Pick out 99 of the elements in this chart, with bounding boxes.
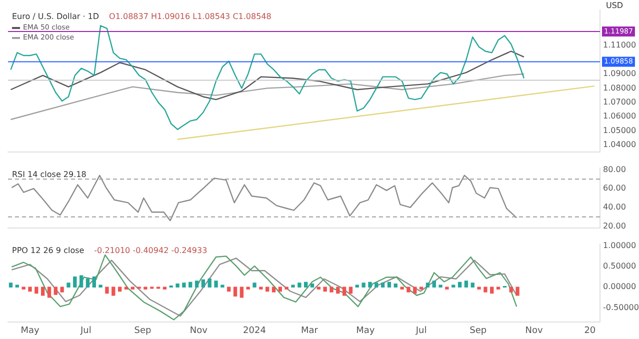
chart-subtitle: -0.21010 -0.40942 -0.24933 (94, 246, 208, 255)
x-tick-label: May (20, 326, 40, 336)
y-tick-label: 60.00 (603, 184, 626, 193)
x-tick-label: Sep (470, 326, 487, 336)
bar (438, 284, 442, 288)
y-tick-label: 1.06000 (603, 112, 636, 121)
bar (458, 282, 462, 288)
bar (47, 286, 52, 298)
bar (34, 286, 38, 294)
bar (413, 286, 417, 294)
bar (73, 276, 77, 288)
bar (98, 284, 102, 288)
bar (86, 278, 90, 288)
y-tick-label: 1.07000 (603, 98, 636, 107)
bar (79, 275, 84, 288)
x-tick-label: Sep (134, 326, 152, 336)
bar (252, 282, 256, 288)
bar (323, 286, 327, 292)
bar (40, 286, 45, 296)
bar (22, 286, 26, 290)
bar (374, 282, 378, 288)
bar (8, 282, 13, 288)
bar (278, 286, 282, 292)
x-tick-label: Jul (79, 326, 92, 336)
chart-title: PPO 12 26 9 close (12, 246, 84, 255)
bar (54, 286, 58, 295)
chart-subtitle: O1.08837 H1.09016 L1.08543 C1.08548 (109, 12, 272, 22)
bar (144, 286, 148, 290)
bar (432, 280, 436, 288)
bar (233, 286, 238, 297)
bar (484, 286, 488, 292)
bar (470, 282, 474, 288)
chart-title: Euro / U.S. Dollar · 1D (12, 12, 100, 22)
bar (400, 286, 404, 290)
bar (516, 286, 520, 296)
bar (368, 282, 372, 288)
bar (387, 282, 392, 288)
bar (298, 282, 302, 288)
bar (220, 284, 224, 288)
bar (336, 286, 340, 294)
bar (266, 286, 270, 292)
x-tick-label: Jul (414, 326, 427, 336)
bar (304, 282, 308, 288)
y-tick-label: 1.05000 (603, 126, 636, 135)
bar (330, 286, 334, 292)
y-tick-label: 80.00 (603, 164, 626, 174)
bar (342, 286, 346, 296)
bar (112, 286, 116, 296)
y-tick-label: 1.00000 (603, 240, 636, 250)
bar (240, 286, 244, 298)
y-tick-label: 1.04000 (603, 140, 636, 150)
y-tick-label: 0.50000 (603, 262, 636, 271)
bar (194, 280, 199, 288)
bar (201, 279, 206, 288)
x-tick-label: May (356, 326, 376, 336)
x-tick-label: Mar (301, 326, 318, 336)
bar (188, 282, 192, 288)
bar (227, 286, 231, 292)
bar (15, 284, 19, 288)
bar (362, 282, 366, 288)
bar (118, 286, 122, 292)
bar (490, 286, 494, 294)
y-tick-label: 1.11000 (603, 40, 636, 50)
bar (394, 283, 398, 288)
bar (464, 280, 468, 288)
bar (105, 286, 109, 294)
bar (355, 284, 359, 288)
y-tick-label: 1.09000 (603, 69, 636, 78)
y-tick-label: 40.00 (603, 202, 626, 212)
bar (214, 280, 218, 288)
bar (272, 286, 276, 292)
bar (348, 286, 353, 294)
bar (259, 286, 263, 290)
x-tick-label: Nov (190, 326, 208, 336)
bar (406, 286, 410, 292)
chart-title: RSI 14 close 29.18 (12, 170, 86, 179)
y-axis-title: USD (606, 1, 624, 10)
x-tick-label: 2024 (243, 326, 266, 336)
bar (182, 282, 186, 288)
x-tick-label: 20 (584, 326, 596, 336)
bar (380, 282, 385, 288)
y-tick-label: 20.00 (603, 221, 626, 230)
bar (176, 283, 180, 288)
y-tick-label: 0.00000 (603, 282, 636, 292)
x-tick-label: Nov (525, 326, 544, 336)
bar (92, 276, 96, 288)
bar (28, 286, 32, 292)
bar (291, 284, 295, 288)
bar (509, 286, 513, 292)
bar (452, 284, 456, 288)
bar (426, 282, 430, 288)
bar (60, 286, 64, 292)
bar (445, 286, 449, 290)
bar (66, 282, 70, 288)
bar (310, 283, 314, 288)
bar (477, 286, 481, 290)
y-tick-label: 1.08000 (603, 83, 636, 92)
bar (208, 278, 212, 288)
y-tick-label: -0.50000 (603, 302, 639, 312)
